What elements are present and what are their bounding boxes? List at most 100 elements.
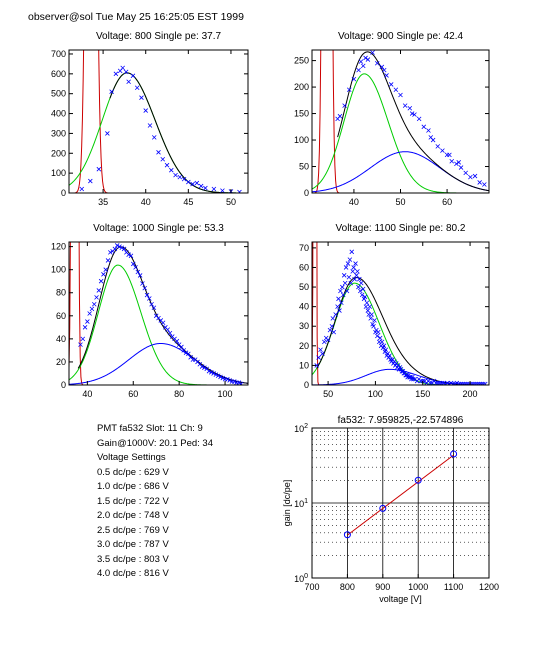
data-point — [173, 172, 178, 178]
data-point — [381, 343, 387, 349]
data-point — [363, 304, 369, 309]
data-point — [105, 258, 111, 263]
y-tick-label: 250 — [294, 56, 309, 66]
y-tick-exponent: 0 — [304, 573, 308, 580]
data-point — [343, 265, 349, 270]
data-point — [96, 166, 102, 172]
data-point — [225, 376, 230, 382]
y-tick-label: 100 — [294, 135, 309, 145]
data-point — [374, 60, 380, 66]
data-point — [174, 338, 180, 344]
data-point — [456, 381, 461, 385]
data-point — [96, 288, 102, 293]
data-point — [164, 162, 170, 168]
x-tick-label: 50 — [323, 389, 333, 399]
data-point — [381, 67, 387, 73]
single-pe-gaussian — [69, 264, 248, 385]
second-gaussian — [312, 151, 489, 193]
data-point — [352, 276, 357, 282]
data-point — [345, 261, 351, 266]
data-point — [472, 173, 478, 179]
x-tick-label: 40 — [82, 389, 92, 399]
x-tick-label: 800 — [340, 582, 355, 592]
y-tick-label: 200 — [294, 82, 309, 92]
data-point — [231, 379, 237, 384]
data-point — [337, 308, 342, 313]
data-point — [357, 276, 362, 282]
data-point — [439, 380, 444, 385]
plot-title: Voltage: 800 Single pe: 37.7 — [96, 31, 222, 42]
data-point — [482, 182, 487, 187]
data-point — [347, 257, 353, 262]
data-point — [437, 380, 443, 385]
data-point — [340, 284, 345, 290]
y-tick-label: 120 — [51, 242, 66, 252]
data-point — [449, 158, 455, 164]
data-point — [199, 364, 205, 369]
x-tick-label: 50 — [395, 197, 405, 207]
total-fit-curve — [77, 246, 248, 384]
pe-spectrum-plot-3: Voltage: 1000 Single pe: 53.3 40 60 80 100 0 2… — [51, 223, 249, 399]
y-tick-base: 10 — [294, 574, 304, 584]
data-point — [320, 351, 325, 356]
data-point — [387, 353, 392, 358]
data-point — [473, 381, 479, 385]
data-point — [409, 111, 415, 116]
data-point — [349, 249, 355, 255]
y-tick-label: 80 — [56, 288, 66, 298]
data-point — [215, 373, 221, 379]
info-setting-4-0: 4.0 dc/pe : 816 V — [97, 568, 169, 579]
data-point — [181, 176, 187, 182]
data-point — [435, 144, 441, 149]
data-point — [351, 265, 356, 270]
y-tick-label: 0 — [61, 380, 66, 390]
data-point — [371, 323, 376, 329]
x-tick-label: 1200 — [479, 582, 499, 592]
data-point — [421, 124, 427, 130]
data-point — [462, 381, 467, 385]
data-point — [89, 306, 95, 312]
data-point — [402, 103, 408, 108]
data-point — [333, 312, 338, 317]
data-point — [407, 105, 413, 111]
data-point — [458, 381, 463, 385]
info-setting-3-5: 3.5 dc/pe : 803 V — [97, 553, 169, 565]
data-point — [360, 63, 366, 69]
data-point — [342, 103, 347, 108]
info-pmt-line: PMT fa532 Slot: 11 Ch: 9 — [97, 423, 203, 434]
data-point — [144, 292, 150, 298]
x-tick-label: 700 — [304, 582, 319, 592]
x-tick-label: 900 — [375, 582, 390, 592]
data-point — [325, 337, 331, 343]
data-point — [336, 296, 341, 302]
data-point — [327, 327, 333, 333]
data-point — [211, 186, 217, 192]
data-point — [469, 381, 475, 385]
y-tick-label: 0 — [304, 380, 309, 390]
gain-data-point — [379, 504, 387, 512]
data-point — [85, 319, 90, 324]
data-point — [355, 269, 360, 274]
data-point — [369, 312, 374, 317]
data-point — [456, 159, 462, 165]
y-tick-label: 60 — [299, 262, 309, 272]
y-tick-label: 50 — [299, 162, 309, 172]
info-voltage-heading: Voltage Settings — [97, 452, 166, 463]
y-tick-label: 70 — [299, 243, 309, 253]
data-point — [383, 347, 389, 353]
data-point — [365, 308, 371, 313]
x-axis-label: voltage [V] — [379, 594, 422, 604]
y-axis-label: gain [dc/pe] — [282, 480, 292, 527]
data-point — [477, 381, 482, 385]
data-point — [121, 246, 127, 252]
data-point — [160, 320, 166, 326]
x-tick-label: 150 — [415, 389, 430, 399]
y-tick-exponent: 1 — [304, 498, 308, 505]
data-point — [91, 301, 97, 307]
data-point — [314, 363, 320, 368]
data-point — [464, 381, 469, 385]
x-tick-label: 45 — [183, 197, 193, 207]
y-tick-label: 40 — [56, 334, 66, 344]
data-point — [335, 304, 340, 309]
y-tick-label: 102 — [294, 423, 308, 434]
